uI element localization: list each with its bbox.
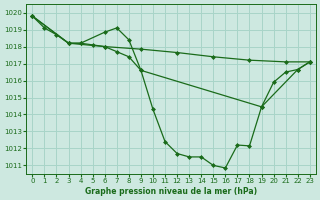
X-axis label: Graphe pression niveau de la mer (hPa): Graphe pression niveau de la mer (hPa) — [85, 187, 257, 196]
